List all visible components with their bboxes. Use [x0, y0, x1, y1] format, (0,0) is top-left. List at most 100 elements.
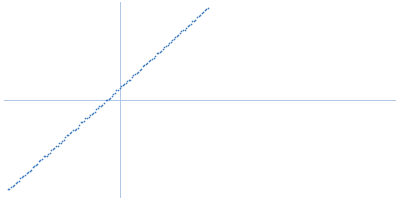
Point [53, 144, 59, 147]
Point [126, 78, 132, 82]
Point [8, 186, 14, 189]
Point [115, 88, 121, 92]
Point [23, 171, 30, 175]
Point [19, 175, 25, 179]
Point [79, 121, 86, 124]
Point [168, 41, 174, 44]
Point [129, 75, 135, 78]
Point [160, 48, 166, 51]
Point [175, 33, 182, 36]
Point [58, 142, 64, 145]
Point [127, 78, 134, 81]
Point [110, 93, 116, 96]
Point [96, 104, 102, 108]
Point [30, 166, 36, 169]
Point [33, 163, 39, 166]
Point [143, 62, 149, 66]
Point [152, 54, 158, 58]
Point [194, 16, 200, 19]
Point [141, 63, 148, 67]
Point [112, 92, 118, 95]
Point [120, 83, 126, 86]
Point [136, 69, 143, 72]
Point [133, 72, 140, 75]
Point [82, 117, 89, 120]
Point [102, 99, 109, 102]
Point [130, 74, 137, 77]
Point [17, 177, 24, 180]
Point [31, 164, 38, 168]
Point [56, 142, 62, 145]
Point [166, 41, 172, 45]
Point [188, 22, 194, 25]
Point [191, 19, 197, 22]
Point [200, 10, 206, 13]
Point [11, 183, 17, 187]
Point [62, 135, 68, 139]
Point [192, 18, 199, 21]
Point [70, 129, 76, 132]
Point [163, 44, 169, 47]
Point [164, 44, 171, 47]
Point [40, 155, 47, 158]
Point [106, 97, 112, 100]
Point [101, 101, 107, 104]
Point [26, 169, 33, 172]
Point [174, 35, 180, 38]
Point [12, 181, 19, 185]
Point [93, 108, 100, 111]
Point [184, 25, 191, 28]
Point [87, 114, 93, 117]
Point [88, 112, 95, 116]
Point [67, 132, 73, 135]
Point [71, 128, 78, 131]
Point [183, 26, 189, 29]
Point [138, 67, 144, 70]
Point [135, 70, 141, 73]
Point [180, 29, 186, 32]
Point [132, 72, 138, 76]
Point [121, 83, 127, 86]
Point [5, 188, 11, 191]
Point [189, 19, 196, 23]
Point [104, 98, 110, 102]
Point [84, 116, 90, 120]
Point [81, 120, 87, 123]
Point [124, 79, 130, 83]
Point [44, 154, 50, 157]
Point [98, 104, 104, 107]
Point [64, 134, 70, 137]
Point [113, 89, 120, 92]
Point [45, 152, 52, 155]
Point [46, 152, 53, 155]
Point [51, 147, 58, 150]
Point [178, 30, 185, 33]
Point [116, 87, 123, 90]
Point [76, 123, 82, 127]
Point [203, 7, 210, 10]
Point [85, 115, 92, 118]
Point [108, 95, 115, 98]
Point [177, 32, 183, 35]
Point [92, 110, 98, 113]
Point [16, 180, 22, 183]
Point [9, 184, 16, 187]
Point [155, 51, 162, 54]
Point [146, 60, 152, 63]
Point [20, 175, 27, 178]
Point [42, 155, 48, 158]
Point [65, 134, 72, 137]
Point [60, 138, 67, 142]
Point [122, 81, 129, 84]
Point [39, 158, 45, 161]
Point [6, 187, 13, 191]
Point [150, 56, 157, 59]
Point [186, 23, 192, 27]
Point [73, 127, 79, 131]
Point [99, 103, 106, 107]
Point [195, 15, 202, 18]
Point [25, 170, 31, 174]
Point [37, 159, 44, 162]
Point [78, 121, 84, 124]
Point [22, 173, 28, 176]
